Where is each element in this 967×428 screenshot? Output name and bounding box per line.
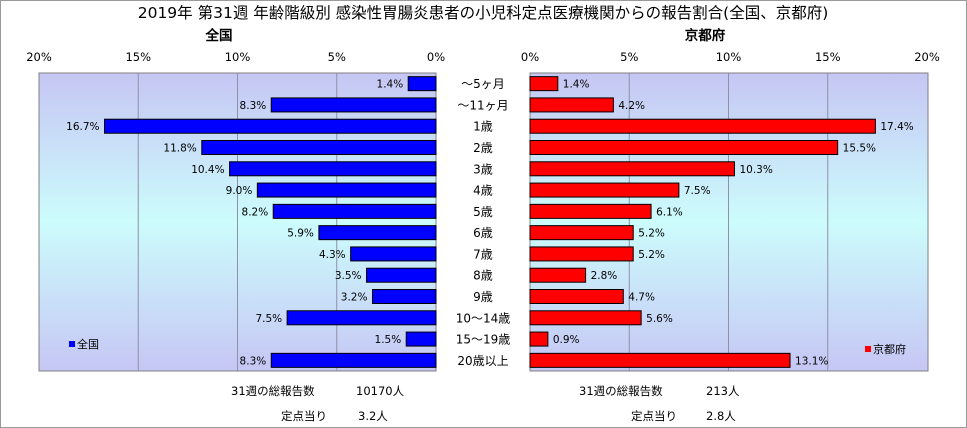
data-label-kyoto: 7.5% <box>684 185 711 197</box>
data-label-kyoto: 5.6% <box>646 313 673 325</box>
bar-national <box>270 97 437 113</box>
bar-national <box>104 118 437 134</box>
x-tick-label: 20% <box>26 50 52 64</box>
bar-kyoto <box>529 140 839 155</box>
data-label-kyoto: 5.2% <box>638 228 665 240</box>
left-panel-title: 全国 <box>205 27 233 44</box>
data-label-national: 10.4% <box>191 164 224 176</box>
kyoto-per-site-value: 2.8人 <box>706 409 736 423</box>
bar-kyoto <box>529 118 876 134</box>
bar-national <box>229 161 437 177</box>
data-label-kyoto: 17.4% <box>880 121 913 133</box>
data-label-kyoto: 10.3% <box>739 164 772 176</box>
bar-kyoto <box>529 246 634 262</box>
national-per-site-value: 3.2人 <box>358 409 388 423</box>
data-label-national: 3.5% <box>335 270 362 282</box>
bar-national <box>366 267 437 283</box>
bar-national <box>318 225 437 241</box>
right-panel-title: 京都府 <box>685 27 726 44</box>
bar-kyoto <box>529 225 634 241</box>
bar-kyoto <box>529 289 624 304</box>
legend-label-kyoto: 京都府 <box>873 342 906 356</box>
kyoto-per-site-label: 定点当り <box>631 409 677 423</box>
data-label-national: 8.2% <box>242 206 269 218</box>
kyoto-total-value: 213人 <box>706 384 740 398</box>
data-label-national: 1.4% <box>377 79 404 91</box>
category-label: 2歳 <box>473 141 493 155</box>
x-tick-label: 15% <box>125 50 151 64</box>
category-label: 10～14歳 <box>456 311 511 325</box>
data-label-national: 8.3% <box>240 100 267 112</box>
bar-kyoto <box>529 267 587 283</box>
data-label-national: 1.5% <box>375 334 402 346</box>
bar-national <box>201 140 437 155</box>
data-label-national: 4.3% <box>319 249 346 261</box>
data-label-kyoto: 5.2% <box>638 249 665 261</box>
category-label: 4歳 <box>473 184 493 198</box>
data-label-national: 11.8% <box>163 143 196 155</box>
bar-national <box>286 310 437 326</box>
bar-kyoto <box>529 310 642 326</box>
national-per-site-label: 定点当り <box>281 409 327 423</box>
x-tick-label: 10% <box>716 50 742 64</box>
category-label: 9歳 <box>473 290 493 304</box>
x-tick-label: 10% <box>225 50 251 64</box>
category-label: 15～19歳 <box>456 333 511 347</box>
data-label-kyoto: 1.4% <box>563 79 590 91</box>
bar-national <box>256 182 437 198</box>
x-tick-label: 15% <box>815 50 841 64</box>
category-label: 8歳 <box>473 269 493 283</box>
national-total-label: 31週の総報告数 <box>231 384 315 398</box>
data-label-national: 16.7% <box>66 121 99 133</box>
data-label-kyoto: 2.8% <box>591 270 618 282</box>
x-tick-label: 0% <box>427 50 445 64</box>
bar-kyoto <box>529 331 549 347</box>
data-label-kyoto: 0.9% <box>553 334 580 346</box>
bar-national <box>407 76 437 92</box>
data-label-national: 7.5% <box>255 313 282 325</box>
data-label-kyoto: 13.1% <box>795 355 828 367</box>
bar-kyoto <box>529 97 614 113</box>
category-label: ～5ヶ月 <box>461 77 505 91</box>
data-label-kyoto: 4.7% <box>628 292 655 304</box>
category-label: ～11ヶ月 <box>457 98 508 112</box>
bar-kyoto <box>529 76 559 92</box>
legend-label-national: 全国 <box>77 337 99 351</box>
bar-kyoto <box>529 203 652 219</box>
bar-kyoto <box>529 352 791 368</box>
kyoto-total-label: 31週の総報告数 <box>579 384 663 398</box>
bar-national <box>371 289 437 304</box>
legend-marker-national <box>69 341 75 347</box>
category-label: 7歳 <box>473 247 493 261</box>
category-label: 5歳 <box>473 205 493 219</box>
data-label-kyoto: 4.2% <box>618 100 645 112</box>
data-label-kyoto: 15.5% <box>843 143 876 155</box>
category-label: 20歳以上 <box>457 354 508 368</box>
bar-national <box>350 246 437 262</box>
chart-title: 2019年 第31週 年齢階級別 感染性胃腸炎患者の小児科定点医療機関からの報告… <box>138 4 829 22</box>
x-tick-label: 20% <box>914 50 940 64</box>
data-label-national: 5.9% <box>287 228 314 240</box>
category-label: 3歳 <box>473 162 493 176</box>
x-tick-label: 5% <box>328 50 346 64</box>
category-label: 1歳 <box>473 120 493 134</box>
category-label: 6歳 <box>473 226 493 240</box>
national-total-value: 10170人 <box>356 384 405 398</box>
bar-kyoto <box>529 161 735 177</box>
data-label-national: 3.2% <box>341 292 368 304</box>
legend-marker-kyoto <box>865 346 871 352</box>
data-label-national: 8.3% <box>240 355 267 367</box>
bar-national <box>272 203 437 219</box>
data-label-kyoto: 6.1% <box>656 206 683 218</box>
bar-kyoto <box>529 182 680 198</box>
x-tick-label: 0% <box>521 50 539 64</box>
data-label-national: 9.0% <box>226 185 253 197</box>
bar-national <box>405 331 437 347</box>
bar-national <box>270 352 437 368</box>
x-tick-label: 5% <box>620 50 638 64</box>
